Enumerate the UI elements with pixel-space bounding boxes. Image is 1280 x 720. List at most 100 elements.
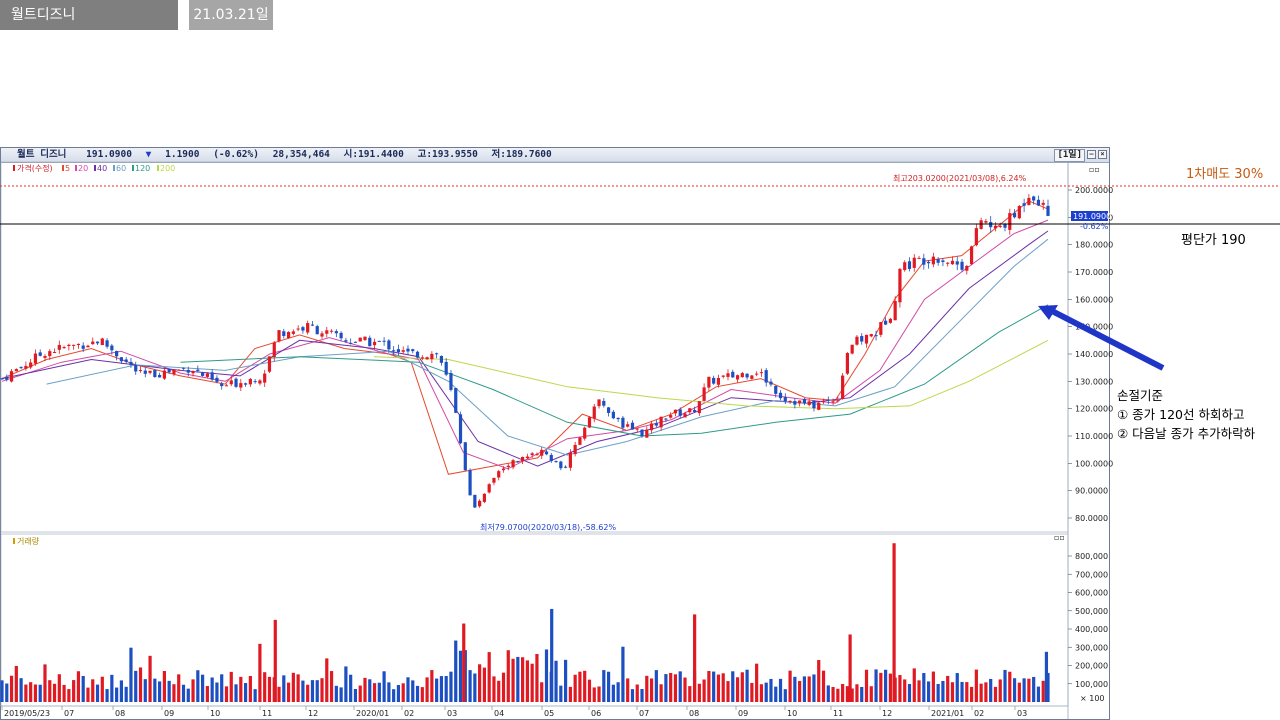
volume-tick-label: 800,000 — [1075, 552, 1108, 561]
candle-body — [439, 355, 444, 363]
volume-bar — [105, 689, 109, 702]
volume-bar — [530, 663, 534, 702]
candle-body — [372, 341, 377, 346]
volume-bar — [688, 686, 692, 702]
volume-bar — [697, 683, 701, 702]
candle-body — [511, 460, 515, 468]
candle-body — [0, 378, 4, 380]
candle-body — [692, 409, 697, 412]
volume-bar — [798, 680, 802, 702]
candle-body — [234, 378, 238, 387]
candle-body — [559, 461, 563, 469]
stop-loss-arrow-shaft — [1050, 308, 1165, 371]
volume-bar — [917, 680, 921, 702]
volume-bar — [1003, 669, 1007, 702]
volume-bar — [788, 670, 792, 702]
candle-body — [201, 372, 205, 376]
candle-body — [812, 400, 816, 409]
candle-body — [755, 373, 759, 375]
candle-body — [449, 373, 453, 390]
volume-bar — [673, 674, 678, 702]
volume-bar — [836, 688, 840, 702]
volume-bar — [592, 687, 596, 702]
candle-body — [186, 369, 190, 373]
volume-bar — [167, 680, 171, 702]
legend-ma-label: 40 — [97, 164, 107, 173]
volume-bar — [778, 678, 783, 702]
volume-bar — [115, 687, 119, 702]
low-annotation: 최저79.0700(2020/03/18),-58.62% — [480, 522, 616, 532]
volume-bar — [802, 676, 807, 702]
date-tick-label: 02 — [974, 709, 984, 718]
candle-body — [196, 369, 200, 371]
volume-bar — [349, 674, 353, 702]
candle-body — [731, 371, 735, 378]
volume-bar — [506, 650, 510, 702]
volume-bar — [158, 681, 162, 702]
volume-bar — [392, 689, 396, 702]
volume-bar — [215, 682, 219, 702]
candle-body — [181, 367, 186, 369]
volume-bar — [435, 678, 439, 702]
candle-body — [243, 383, 248, 385]
stock-chart-window: 월트 디즈니 191.0900 ▼ 1.1900 (-0.62%) 28,354… — [0, 147, 1110, 720]
candle-body — [349, 342, 353, 344]
close-icon[interactable]: × — [1098, 150, 1107, 159]
candle-body — [191, 371, 195, 374]
candle-body — [124, 359, 128, 362]
candle-body — [936, 259, 940, 263]
date-tick-label: 07 — [639, 709, 649, 718]
candle-body — [707, 376, 711, 388]
volume-bar — [740, 672, 744, 702]
volume-bar — [993, 686, 998, 702]
volume-bar — [205, 686, 209, 702]
candle-body — [578, 437, 582, 445]
candle-body — [86, 345, 90, 348]
candle-body — [535, 454, 539, 456]
candle-body — [640, 429, 644, 436]
candle-body — [826, 399, 830, 401]
period-selector[interactable]: [1일] — [1054, 149, 1085, 162]
volume-bar — [1041, 680, 1045, 702]
volume-tick-label: 200,000 — [1075, 662, 1108, 671]
volume-bar — [587, 679, 592, 702]
volume-spike-bar — [550, 608, 554, 702]
candle-body — [611, 411, 615, 419]
date-tick-label: 03 — [1017, 709, 1027, 718]
candle-body — [272, 342, 276, 357]
volume-bar — [616, 682, 620, 702]
candle-body — [248, 378, 252, 385]
high-annotation: 최고203.0200(2021/03/08),6.24% — [893, 173, 1027, 183]
candle-body — [540, 449, 544, 456]
date-tick-label: 08 — [115, 709, 125, 718]
candle-body — [874, 335, 878, 337]
legend-ma-label: 120 — [135, 164, 150, 173]
volume-bar — [979, 683, 983, 702]
candle-body — [998, 225, 1002, 227]
candle-body — [979, 220, 983, 229]
minimize-icon[interactable]: – — [1087, 150, 1096, 159]
volume-bar — [267, 676, 272, 702]
volume-spike-bar — [273, 619, 277, 702]
volume-bar — [783, 689, 787, 702]
volume-spike-bar — [462, 623, 466, 702]
chart-title-tab: 월트디즈니 — [0, 0, 178, 30]
upper-panel-buttons[interactable]: ▫▫ — [1089, 165, 1100, 174]
candle-body — [841, 375, 845, 400]
legend-volume-label: 거래량 — [17, 536, 40, 546]
candle-body — [592, 406, 596, 419]
candle-body — [678, 409, 682, 416]
volume-bar — [411, 680, 415, 702]
volume-tick-label: 700,000 — [1075, 570, 1108, 579]
candle-body — [435, 353, 439, 355]
legend-ma-swatch — [75, 165, 77, 171]
lower-panel-buttons[interactable]: ▫▫ — [1054, 533, 1065, 542]
candle-body — [67, 344, 71, 346]
volume-bar — [702, 679, 706, 702]
candle-body — [788, 400, 792, 402]
volume-bar — [817, 660, 821, 702]
volume-bar — [110, 674, 114, 702]
volume-bar — [401, 683, 405, 702]
candle-body — [258, 380, 262, 384]
